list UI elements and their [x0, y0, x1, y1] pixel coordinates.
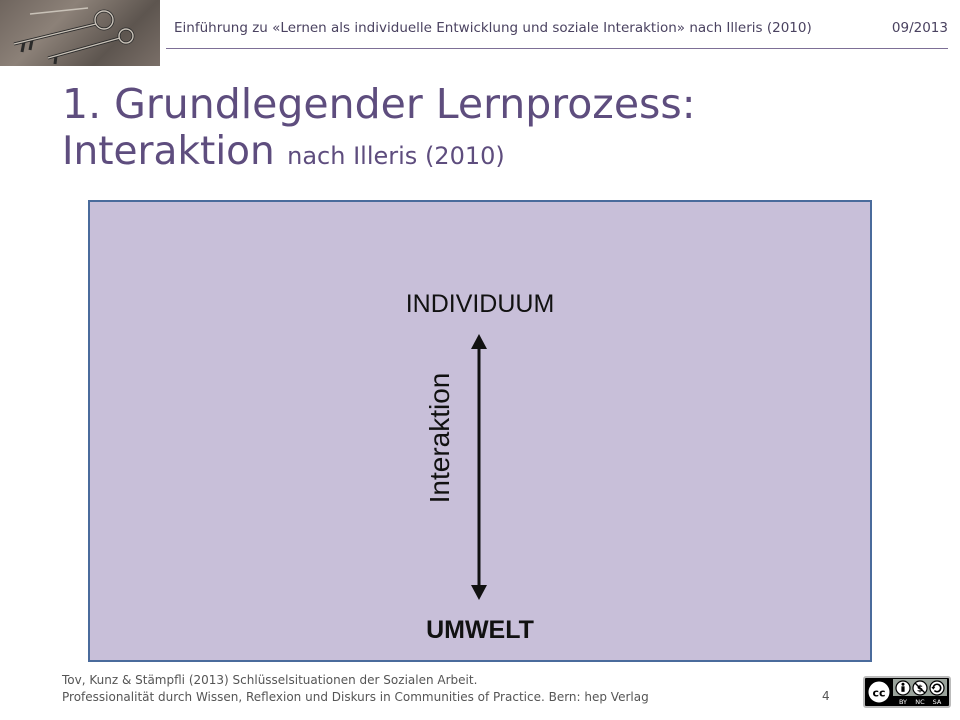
- slide-title: 1. Grundlegender Lernprozess: Interaktio…: [62, 80, 922, 176]
- individuum-label: INDIVIDUUM: [405, 290, 555, 318]
- slide-title-line2: Interaktion nach Illeris (2010): [62, 129, 922, 176]
- header-divider: [166, 48, 948, 49]
- keys-photo-icon: [13, 7, 135, 65]
- slide-title-suffix: nach Illeris (2010): [287, 142, 505, 171]
- footer-citation: Tov, Kunz & Stämpfli (2013) Schlüsselsit…: [62, 672, 649, 706]
- page-number: 4: [822, 689, 830, 703]
- umwelt-label: UMWELT: [426, 616, 534, 644]
- footer-line-2: Professionalität durch Wissen, Reflexion…: [62, 690, 649, 704]
- cc-license-badge[interactable]: cc $ BY NC SA: [863, 676, 951, 708]
- slide-title-line1: 1. Grundlegender Lernprozess:: [62, 80, 696, 128]
- interaction-diagram: INDIVIDUUM Interaktion UMWELT: [88, 200, 872, 662]
- header-date: 09/2013: [891, 20, 948, 36]
- svg-text:$: $: [917, 685, 923, 695]
- license-by-label: BY: [899, 698, 907, 706]
- interaktion-label: Interaktion: [424, 372, 455, 504]
- svg-text:cc: cc: [872, 687, 885, 700]
- header-subtitle: Einführung zu «Lernen als individuelle E…: [174, 20, 812, 36]
- license-sa-label: SA: [933, 698, 942, 706]
- license-nc-label: NC: [915, 698, 925, 706]
- header-bar: Einführung zu «Lernen als individuelle E…: [174, 20, 948, 36]
- cc-by-nc-sa-icon: cc $ BY NC SA: [866, 679, 947, 706]
- header-keys-image: [0, 0, 160, 66]
- double-arrow-icon: [471, 334, 487, 600]
- footer-line-1: Tov, Kunz & Stämpfli (2013) Schlüsselsit…: [62, 673, 478, 687]
- slide-title-main: Interaktion: [62, 129, 275, 175]
